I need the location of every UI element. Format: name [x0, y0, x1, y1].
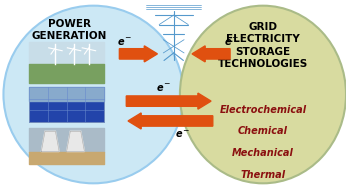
Bar — [29, 87, 104, 122]
Text: Electrochemical: Electrochemical — [219, 105, 307, 115]
Bar — [29, 128, 104, 164]
Text: −: − — [124, 33, 130, 42]
Polygon shape — [41, 131, 59, 152]
Text: Thermal: Thermal — [240, 170, 285, 180]
Text: −: − — [182, 126, 188, 135]
Bar — [29, 42, 104, 83]
Text: Mechanical: Mechanical — [232, 148, 294, 158]
Text: −: − — [163, 80, 170, 89]
Text: POWER
GENERATION: POWER GENERATION — [31, 19, 107, 41]
Text: −: − — [231, 33, 237, 42]
Text: e: e — [118, 37, 125, 46]
Ellipse shape — [3, 6, 183, 183]
Text: e: e — [225, 37, 232, 46]
FancyArrow shape — [126, 93, 211, 109]
FancyArrow shape — [128, 113, 213, 129]
Text: Chemical: Chemical — [238, 126, 288, 136]
FancyArrow shape — [192, 46, 230, 62]
Ellipse shape — [180, 6, 346, 183]
FancyArrow shape — [119, 46, 157, 62]
Text: e: e — [157, 83, 164, 93]
Polygon shape — [66, 131, 84, 152]
Text: GRID
ELECTRICITY
STORAGE
TECHNOLOGIES: GRID ELECTRICITY STORAGE TECHNOLOGIES — [218, 22, 308, 69]
Text: e: e — [175, 129, 182, 139]
